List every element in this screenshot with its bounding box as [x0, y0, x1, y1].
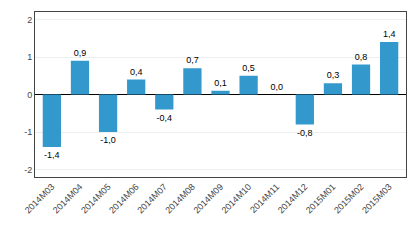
svg-text:-2: -2 [24, 165, 32, 175]
svg-text:2015M02: 2015M02 [332, 182, 366, 216]
svg-text:2014M04: 2014M04 [51, 182, 85, 216]
svg-text:1,4: 1,4 [383, 29, 396, 39]
svg-text:2014M03: 2014M03 [23, 182, 57, 216]
svg-text:-0,8: -0,8 [297, 128, 313, 138]
svg-text:-1,4: -1,4 [44, 150, 60, 160]
svg-text:1: 1 [27, 52, 32, 62]
svg-text:0,3: 0,3 [327, 70, 340, 80]
svg-text:2014M06: 2014M06 [107, 182, 141, 216]
svg-text:0,0: 0,0 [270, 82, 283, 92]
svg-text:-1: -1 [24, 127, 32, 137]
svg-text:2015M01: 2015M01 [304, 182, 338, 216]
svg-text:0,7: 0,7 [186, 55, 199, 65]
svg-text:2014M10: 2014M10 [220, 182, 254, 216]
svg-text:2014M05: 2014M05 [79, 182, 113, 216]
svg-text:-0,4: -0,4 [157, 113, 173, 123]
svg-text:0,8: 0,8 [355, 52, 368, 62]
svg-text:0,5: 0,5 [242, 63, 255, 73]
svg-text:2014M11: 2014M11 [248, 182, 281, 215]
svg-text:2014M09: 2014M09 [191, 182, 225, 216]
svg-text:-1,0: -1,0 [100, 135, 116, 145]
svg-text:2014M12: 2014M12 [276, 182, 310, 216]
svg-text:0,1: 0,1 [214, 78, 227, 88]
svg-text:0,9: 0,9 [74, 48, 87, 58]
svg-text:0,4: 0,4 [130, 67, 143, 77]
svg-text:2014M08: 2014M08 [163, 182, 197, 216]
svg-text:2015M03: 2015M03 [360, 182, 394, 216]
svg-text:2014M07: 2014M07 [135, 182, 169, 216]
svg-text:0: 0 [27, 90, 32, 100]
svg-text:2: 2 [27, 15, 32, 25]
